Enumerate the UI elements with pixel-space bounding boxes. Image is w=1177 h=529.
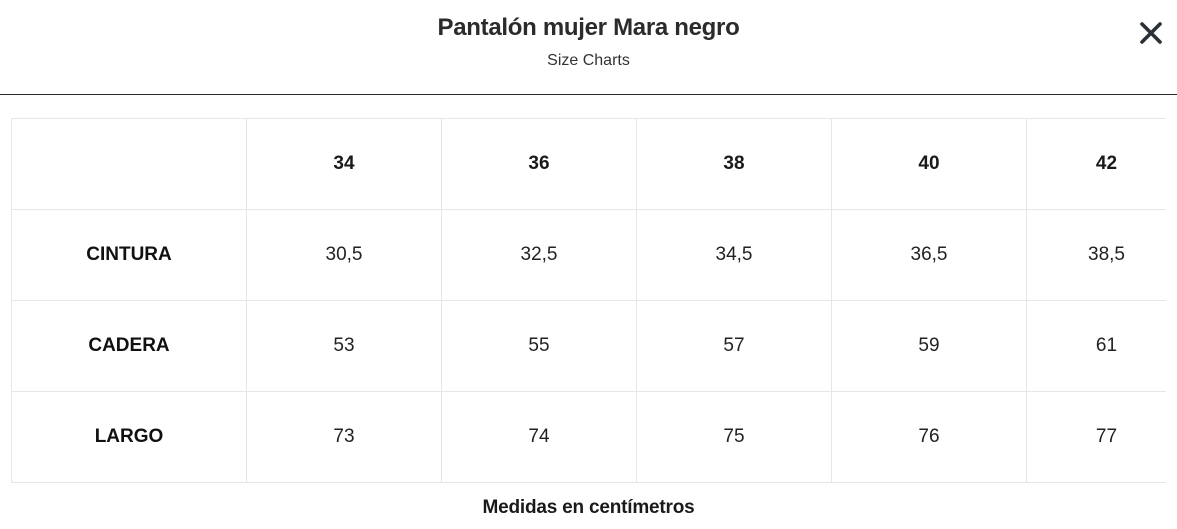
table-cell: 76 xyxy=(831,391,1027,483)
table-header-row: 34 36 38 40 42 xyxy=(11,118,1166,210)
measurement-note: Medidas en centímetros xyxy=(482,497,695,518)
table-cell: 57 xyxy=(636,300,832,392)
size-table-container: 34 36 38 40 42 CINTURA 30,5 32,5 34,5 36… xyxy=(11,118,1166,486)
modal-title: Pantalón mujer Mara negro xyxy=(437,14,740,41)
table-cell: 74 xyxy=(441,391,637,483)
table-cell: 55 xyxy=(441,300,637,392)
table-corner-cell xyxy=(11,118,247,210)
row-header: LARGO xyxy=(11,391,247,483)
modal-subtitle: Size Charts xyxy=(547,52,630,69)
table-cell: 61 xyxy=(1026,300,1166,392)
column-header: 34 xyxy=(246,118,442,210)
table-cell: 36,5 xyxy=(831,209,1027,301)
table-cell: 73 xyxy=(246,391,442,483)
table-cell: 38,5 xyxy=(1026,209,1166,301)
table-row: CINTURA 30,5 32,5 34,5 36,5 38,5 xyxy=(11,209,1166,301)
modal-header: Pantalón mujer Mara negro Size Charts xyxy=(0,0,1177,95)
size-table: 34 36 38 40 42 CINTURA 30,5 32,5 34,5 36… xyxy=(11,118,1166,483)
column-header: 36 xyxy=(441,118,637,210)
table-row: CADERA 53 55 57 59 61 xyxy=(11,300,1166,392)
row-header: CINTURA xyxy=(11,209,247,301)
close-icon xyxy=(1140,22,1162,44)
column-header: 38 xyxy=(636,118,832,210)
row-header: CADERA xyxy=(11,300,247,392)
table-cell: 34,5 xyxy=(636,209,832,301)
table-cell: 32,5 xyxy=(441,209,637,301)
column-header: 42 xyxy=(1026,118,1166,210)
table-cell: 75 xyxy=(636,391,832,483)
table-cell: 30,5 xyxy=(246,209,442,301)
column-header: 40 xyxy=(831,118,1027,210)
table-cell: 77 xyxy=(1026,391,1166,483)
close-button[interactable] xyxy=(1135,17,1167,49)
table-row: LARGO 73 74 75 76 77 xyxy=(11,391,1166,483)
table-cell: 53 xyxy=(246,300,442,392)
table-cell: 59 xyxy=(831,300,1027,392)
